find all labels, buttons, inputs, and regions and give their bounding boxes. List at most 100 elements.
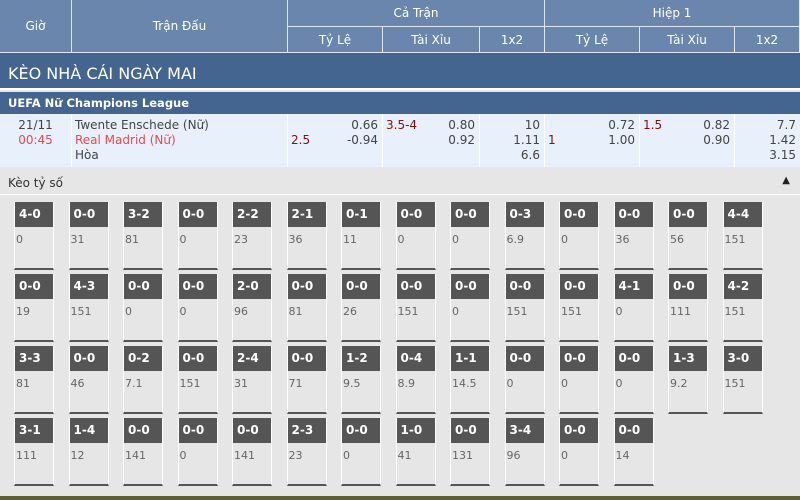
score-cell[interactable]: 4-2 151	[722, 274, 763, 342]
score-cell[interactable]: 0-0 151	[504, 274, 545, 342]
h1-handicap-away[interactable]: 1.00	[608, 133, 635, 147]
h1-handicap-home[interactable]: 0.72	[608, 118, 635, 132]
score-label: 2-3	[287, 418, 326, 443]
ft-under[interactable]: 0.92	[448, 133, 475, 147]
score-label: 1-1	[451, 346, 489, 371]
score-cell[interactable]: 1-3 9.2	[668, 346, 708, 414]
col-h1-1x2: 1x2	[735, 27, 800, 53]
ft-1x2-away[interactable]: 1.11	[513, 133, 540, 147]
h1-under[interactable]: 0.90	[703, 133, 730, 147]
score-cell[interactable]: 0-0 151	[559, 274, 599, 342]
score-odds: 0	[615, 305, 623, 318]
score-odds: 23	[288, 449, 303, 462]
ft-handicap-home[interactable]: 0.66	[351, 118, 378, 132]
score-cell[interactable]: 0-0 26	[341, 274, 381, 342]
score-label: 0-3	[505, 202, 544, 227]
score-cell[interactable]: 0-0 141	[232, 418, 272, 486]
score-cell[interactable]: 0-0 131	[450, 418, 490, 486]
match-row[interactable]: 21/11 00:45 Twente Enschede (Nữ) Real Ma…	[0, 114, 800, 167]
score-cell[interactable]: 3-1 111	[14, 418, 54, 486]
score-cell[interactable]: 0-0 56	[668, 202, 708, 270]
score-label: 1-0	[396, 418, 435, 443]
score-cell[interactable]: 0-0 0	[177, 418, 218, 486]
score-cell[interactable]: 0-0 0	[504, 346, 545, 414]
score-label: 1-4	[69, 418, 108, 443]
score-label: 1-2	[342, 346, 380, 371]
score-cell[interactable]: 0-0 0	[450, 202, 490, 270]
score-cell[interactable]: 1-4 12	[68, 418, 109, 486]
score-cell[interactable]: 0-0 0	[341, 418, 381, 486]
score-cell[interactable]: 0-0 19	[14, 274, 54, 342]
h1-over[interactable]: 0.82	[703, 118, 730, 132]
triangle-up-icon[interactable]: ▲	[782, 175, 790, 186]
score-odds: 151	[724, 377, 746, 390]
score-cell[interactable]: 0-0 0	[177, 274, 218, 342]
score-odds: 111	[670, 305, 691, 318]
score-odds: 14	[615, 449, 630, 462]
score-cell[interactable]: 0-3 6.9	[504, 202, 545, 270]
score-cell[interactable]: 1-0 41	[395, 418, 436, 486]
ft-1x2-draw[interactable]: 6.6	[520, 148, 540, 162]
score-cell[interactable]: 0-0 0	[613, 346, 654, 414]
score-cell[interactable]: 0-0 36	[613, 202, 654, 270]
h1-1x2-away[interactable]: 1.42	[769, 133, 796, 147]
score-cell[interactable]: 3-0 151	[722, 346, 763, 414]
score-cell[interactable]: 0-0 0	[123, 274, 163, 342]
score-cell[interactable]: 0-0 14	[613, 418, 654, 486]
score-odds: 71	[288, 377, 303, 390]
score-cell[interactable]: 4-4 151	[722, 202, 763, 270]
score-label: 0-0	[451, 274, 489, 299]
score-label: 1-3	[669, 346, 707, 371]
h1-1x2-draw[interactable]: 3.15	[769, 148, 796, 162]
away-team[interactable]: Real Madrid (Nữ)	[75, 133, 176, 147]
score-cell[interactable]: 4-0 0	[14, 202, 54, 270]
score-cell[interactable]: 3-2 81	[123, 202, 163, 270]
score-cell[interactable]: 0-1 11	[341, 202, 381, 270]
score-cell[interactable]: 4-1 0	[613, 274, 654, 342]
score-cell[interactable]: 1-1 14.5	[450, 346, 490, 414]
correct-score-header[interactable]: Kèo tỷ số ▲	[0, 167, 800, 195]
score-cell[interactable]: 0-0 141	[123, 418, 163, 486]
score-cell[interactable]: 0-0 81	[286, 274, 327, 342]
score-odds: 111	[16, 449, 37, 462]
score-cell[interactable]: 0-0 111	[668, 274, 708, 342]
score-cell[interactable]: 0-0 46	[68, 346, 109, 414]
score-label: 4-2	[723, 274, 762, 299]
score-cell[interactable]: 2-2 23	[232, 202, 272, 270]
score-label: 0-0	[669, 202, 707, 227]
score-cell[interactable]: 0-0 0	[177, 202, 218, 270]
score-cell[interactable]: 1-2 9.5	[341, 346, 381, 414]
h1-1x2-home[interactable]: 7.7	[776, 118, 796, 132]
score-cell[interactable]: 2-3 23	[286, 418, 327, 486]
score-cell[interactable]: 0-0 0	[559, 418, 599, 486]
ft-over[interactable]: 0.80	[448, 118, 475, 132]
col-time: Giờ	[0, 0, 72, 53]
score-label: 4-3	[69, 274, 108, 299]
league-name[interactable]: UEFA Nữ Champions League	[0, 92, 800, 114]
score-cell[interactable]: 0-0 0	[559, 202, 599, 270]
home-team[interactable]: Twente Enschede (Nữ)	[75, 118, 209, 132]
odds-table-header: Giờ Trận Đấu Cả Trận Hiệp 1 Tỷ Lệ Tài Xỉ…	[0, 0, 800, 53]
score-cell[interactable]: 0-0 31	[68, 202, 109, 270]
score-cell[interactable]: 0-0 71	[286, 346, 327, 414]
score-cell[interactable]: 3-3 81	[14, 346, 54, 414]
score-cell[interactable]: 0-0 151	[395, 274, 436, 342]
score-label: 4-0	[15, 202, 53, 227]
ft-handicap-away[interactable]: -0.94	[346, 133, 378, 147]
score-cell[interactable]: 0-0 151	[177, 346, 218, 414]
score-odds: 151	[506, 305, 528, 318]
score-cell[interactable]: 3-4 96	[504, 418, 545, 486]
score-cell[interactable]: 0-4 8.9	[395, 346, 436, 414]
col-h1-handicap: Tỷ Lệ	[545, 27, 640, 53]
score-cell[interactable]: 4-3 151	[68, 274, 109, 342]
ft-1x2-home[interactable]: 10	[524, 118, 540, 132]
score-cell[interactable]: 0-2 7.1	[123, 346, 163, 414]
score-odds: 0	[179, 305, 187, 318]
score-cell[interactable]: 2-1 36	[286, 202, 327, 270]
score-cell[interactable]: 0-0 0	[559, 346, 599, 414]
score-label: 0-0	[287, 346, 326, 371]
score-cell[interactable]: 0-0 0	[450, 274, 490, 342]
score-cell[interactable]: 0-0 0	[395, 202, 436, 270]
score-cell[interactable]: 2-4 31	[232, 346, 272, 414]
score-cell[interactable]: 2-0 96	[232, 274, 272, 342]
